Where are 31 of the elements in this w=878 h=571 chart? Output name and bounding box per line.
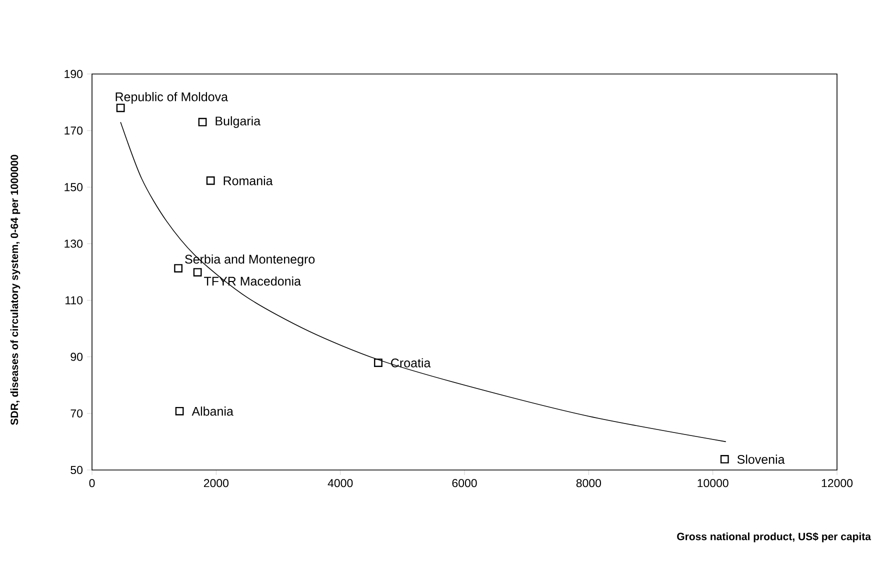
y-axis-title: SDR, diseases of circulatory system, 0-64 per 1000000 [10, 154, 20, 425]
annotation: Albania [192, 406, 234, 416]
point [206, 176, 215, 185]
point [198, 118, 207, 126]
y-tick-label: 130 [64, 240, 83, 248]
point [174, 264, 183, 273]
y-tick-label: 50 [70, 466, 83, 474]
x-tick-label: 6000 [452, 479, 477, 488]
annotation: Romania [224, 176, 273, 186]
x-tick-label: 8000 [576, 479, 602, 488]
y-tick-label: 90 [70, 352, 83, 361]
x-tick-label: 10000 [698, 479, 728, 488]
y-tick-label: 150 [64, 183, 83, 192]
point [193, 268, 202, 276]
y-tick-label: 190 [64, 70, 83, 78]
annotation: Bulgaria [216, 116, 261, 128]
annotation: Croatia [391, 358, 431, 368]
x-tick-label: 2000 [204, 479, 229, 488]
x-tick-label: 4000 [328, 479, 353, 488]
point [720, 455, 729, 464]
y-tick-label: 110 [66, 296, 83, 304]
point [374, 358, 382, 367]
x-tick-label: 12000 [822, 479, 853, 488]
point [175, 406, 184, 416]
x-tick-label: 0 [89, 479, 95, 488]
annotation: Slovenia [737, 454, 785, 464]
x-axis-title: Gross national product, US$ per capita [677, 532, 872, 542]
annotation: Republic of Moldova [116, 92, 228, 104]
y-tick-label: 170 [64, 126, 83, 135]
point [116, 104, 125, 112]
y-tick-label: 70 [70, 409, 83, 418]
